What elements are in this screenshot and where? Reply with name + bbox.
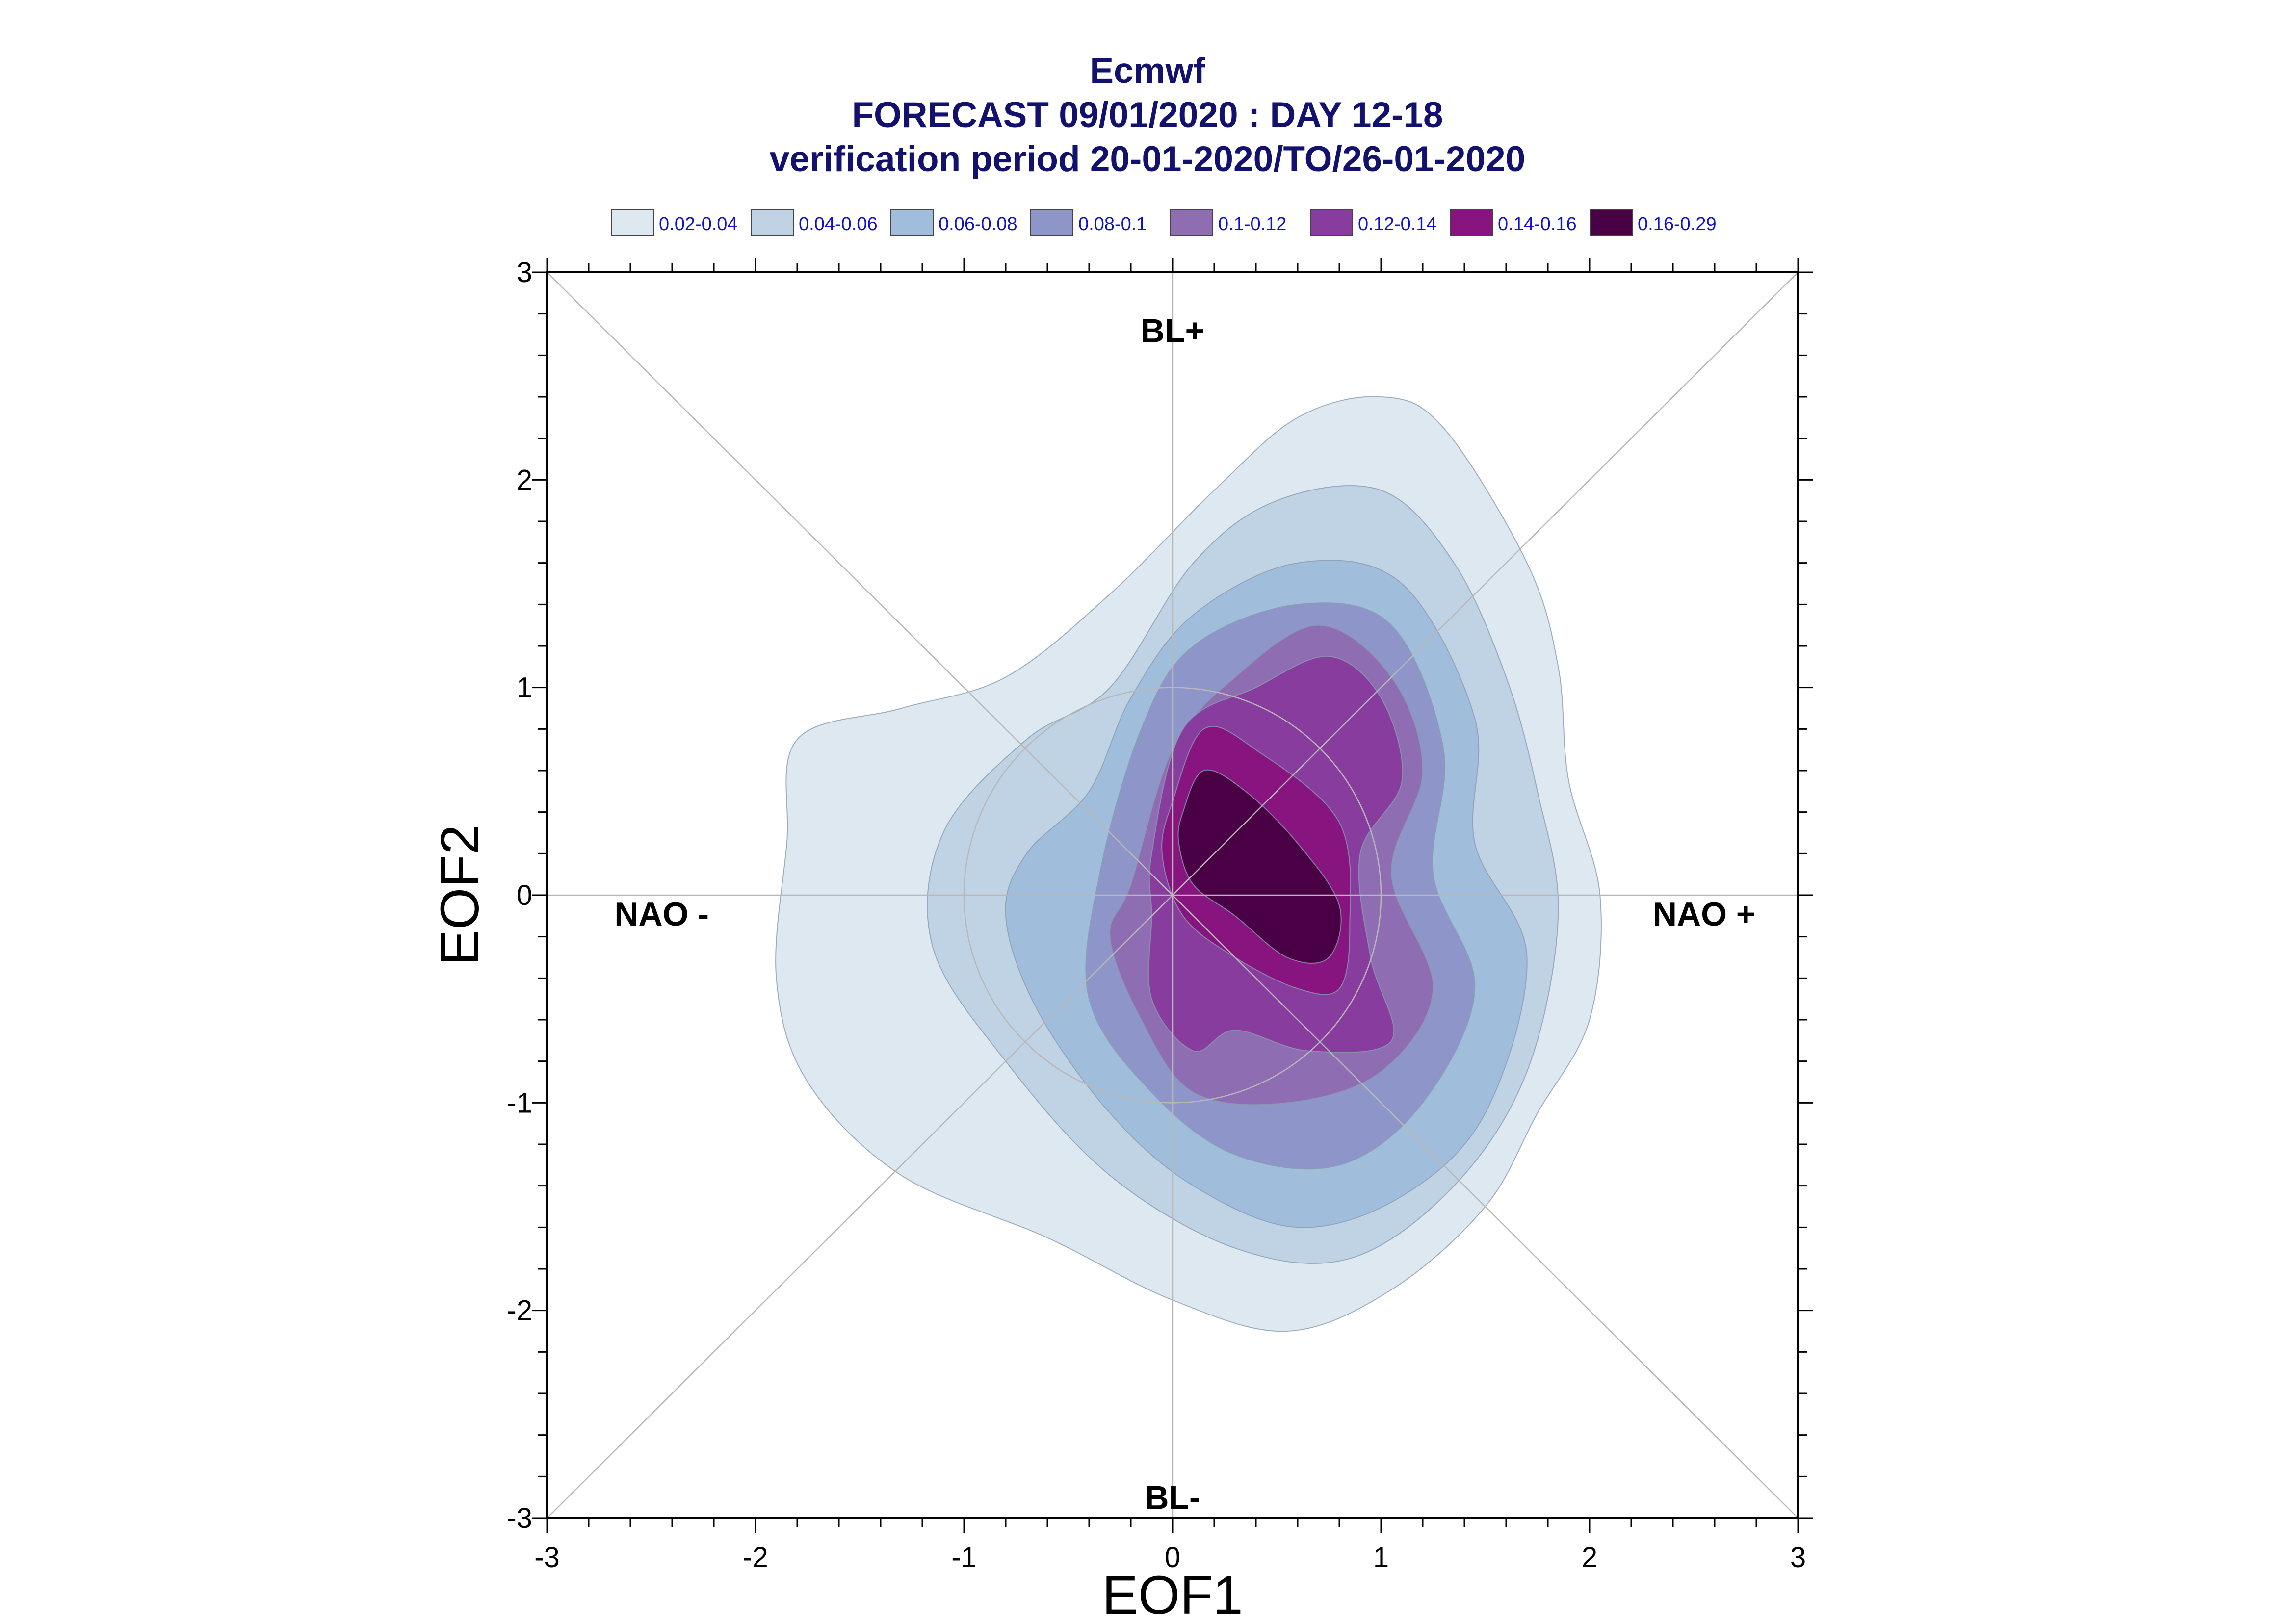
regime-label: NAO + (1653, 896, 1756, 933)
x-tick-label: 1 (1373, 1542, 1389, 1573)
y-tick-label: 0 (517, 879, 532, 911)
x-tick-label: 3 (1790, 1542, 1806, 1573)
y-tick-label: 1 (517, 672, 532, 704)
legend-swatch (751, 209, 794, 236)
legend-swatch (1450, 209, 1493, 236)
legend-swatch (1030, 209, 1073, 236)
title-line-1: Ecmwf (1090, 51, 1205, 91)
regime-label: NAO - (614, 896, 709, 933)
title-line-2: FORECAST 09/01/2020 : DAY 12-18 (852, 95, 1443, 135)
legend-label: 0.08-0.1 (1078, 214, 1147, 234)
legend-label: 0.14-0.16 (1498, 214, 1577, 234)
y-tick-label: -3 (507, 1502, 532, 1534)
y-axis-title: EOF2 (430, 825, 490, 965)
legend-label: 0.02-0.04 (659, 214, 738, 234)
density-contours (775, 396, 1602, 1332)
x-tick-label: -2 (743, 1542, 768, 1573)
x-axis-title: EOF1 (1102, 1565, 1243, 1624)
reference-lines (547, 272, 1799, 1519)
labels: -3 -2 -1 0 1 2 3 3 2 1 0 -1 -2 -3 EOF1 EOF2 BL+ BL- NAO - N… (430, 257, 1806, 1624)
x-tick-label: 2 (1582, 1542, 1597, 1573)
legend-label: 0.16-0.29 (1638, 214, 1717, 234)
legend-label: 0.12-0.14 (1358, 214, 1437, 234)
y-tick-label: 3 (517, 257, 532, 288)
y-tick-label: -2 (507, 1295, 532, 1327)
legend-label: 0.1-0.12 (1218, 214, 1287, 234)
regime-label: BL- (1145, 1479, 1200, 1517)
chart-title: Ecmwf FORECAST 09/01/2020 : DAY 12-18 ve… (0, 49, 2295, 181)
legend-label: 0.04-0.06 (799, 214, 878, 234)
legend-label: 0.06-0.08 (939, 214, 1017, 234)
legend-swatch (1310, 209, 1353, 236)
legend-swatch (611, 209, 654, 236)
reference-circle (963, 687, 1382, 1104)
x-tick-label: -1 (951, 1542, 977, 1573)
axes (532, 258, 1813, 1533)
legend-swatch (890, 209, 934, 236)
legend-swatch (1590, 209, 1633, 236)
x-tick-label: -3 (534, 1542, 560, 1573)
y-tick-label: 2 (517, 464, 532, 496)
legend-swatch (1170, 209, 1213, 236)
density-contour (1177, 769, 1342, 964)
x-tick-label: 0 (1165, 1542, 1180, 1573)
regime-label: BL+ (1141, 312, 1204, 350)
y-tick-label: -1 (507, 1087, 532, 1119)
title-line-3: verification period 20-01-2020/TO/26-01-… (769, 139, 1526, 179)
